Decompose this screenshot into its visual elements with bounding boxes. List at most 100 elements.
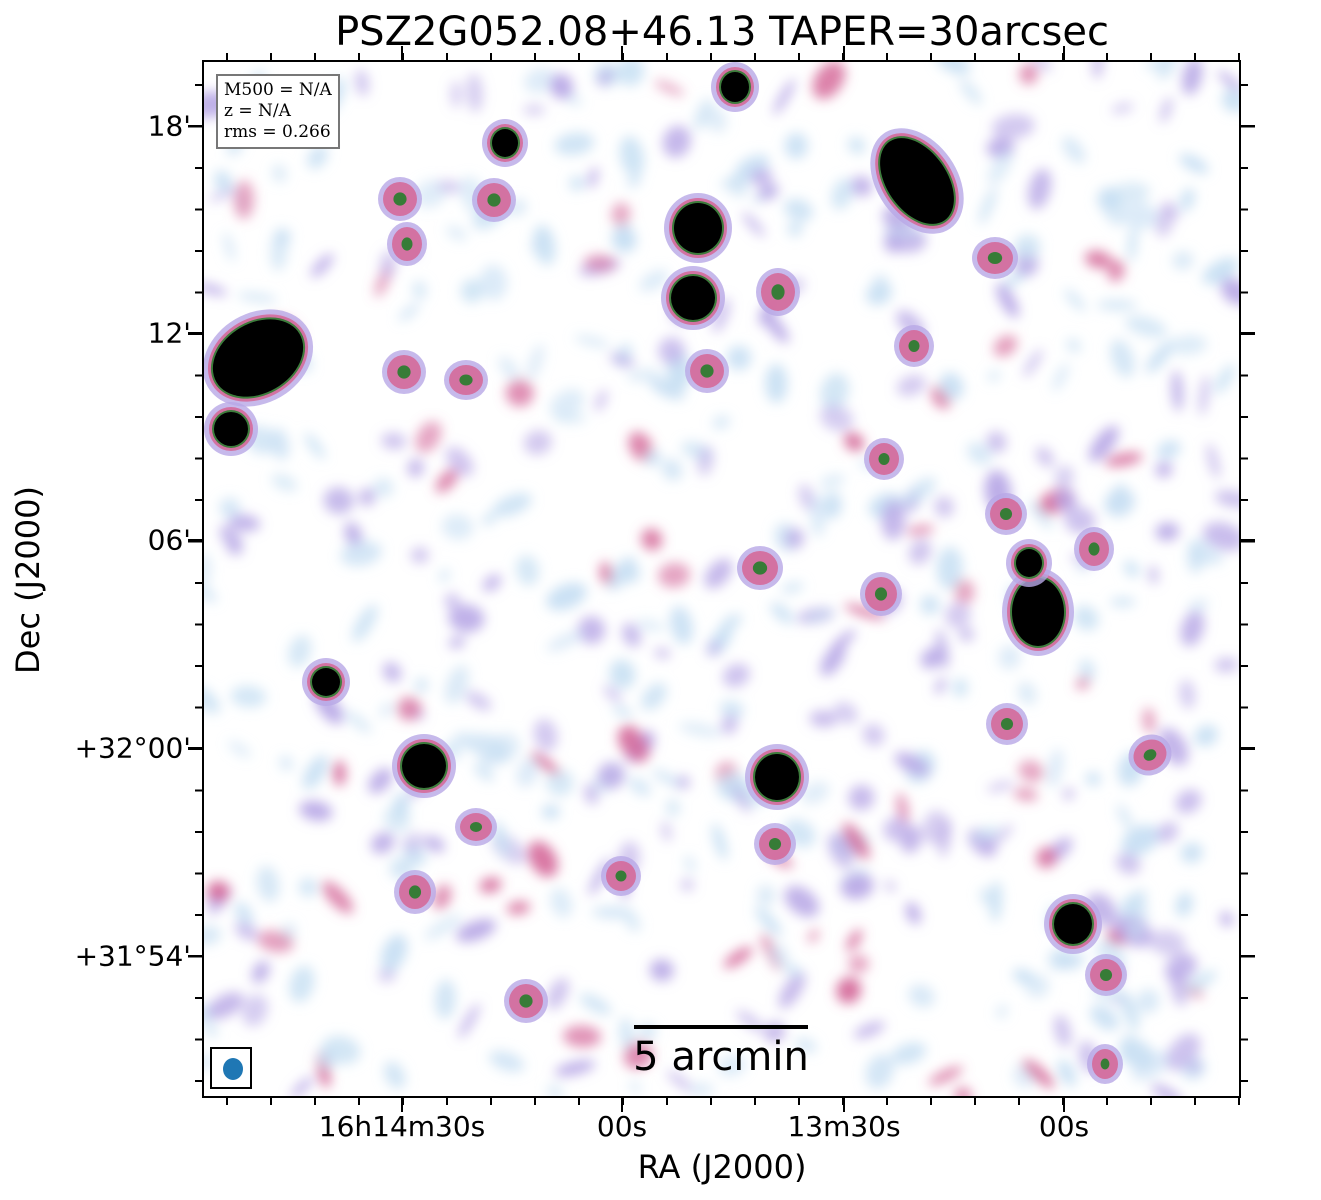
emission-blob xyxy=(1131,1050,1171,1081)
emission-blob xyxy=(1088,542,1100,556)
emission-blob xyxy=(853,1021,886,1039)
emission-blob xyxy=(644,450,662,467)
emission-blob xyxy=(850,175,873,197)
emission-blob xyxy=(474,762,495,782)
redshift-text: z = N/A xyxy=(224,101,291,121)
emission-blob xyxy=(784,132,808,160)
emission-blob xyxy=(355,69,369,97)
emission-blob xyxy=(769,943,789,968)
emission-blob xyxy=(639,269,669,292)
x-tick-label: 00s xyxy=(1038,1110,1090,1143)
scalebar-label: 5 arcmin xyxy=(633,1034,809,1080)
emission-blob xyxy=(619,1017,635,1053)
emission-blob xyxy=(288,635,312,668)
emission-blob xyxy=(358,488,376,507)
beam-indicator xyxy=(210,1047,252,1089)
emission-blob xyxy=(693,98,713,131)
emission-blob xyxy=(1171,370,1184,412)
emission-blob xyxy=(492,493,532,517)
y-tick-label: +32°00' xyxy=(74,731,191,765)
emission-blob xyxy=(1126,921,1144,938)
info-legend: M500 = N/A z = N/A rms = 0.266 xyxy=(216,74,340,149)
emission-blob xyxy=(986,431,1007,453)
emission-blob xyxy=(321,1035,361,1065)
emission-blob xyxy=(446,225,467,241)
emission-blob xyxy=(219,525,243,551)
emission-blob xyxy=(490,732,521,760)
emission-blob xyxy=(230,685,267,708)
emission-blob xyxy=(550,887,573,918)
emission-blob xyxy=(1179,679,1196,710)
emission-blob xyxy=(781,582,804,594)
emission-blob xyxy=(987,370,1001,382)
emission-blob xyxy=(523,430,552,455)
emission-blob xyxy=(880,138,954,224)
emission-blob xyxy=(986,781,1014,792)
emission-blob xyxy=(1027,168,1052,210)
emission-blob xyxy=(444,665,469,704)
emission-blob xyxy=(1145,62,1169,69)
emission-blob xyxy=(373,477,394,498)
emission-blob xyxy=(697,446,714,476)
emission-blob xyxy=(1107,259,1125,282)
emission-blob xyxy=(661,821,672,842)
emission-blob xyxy=(526,344,545,381)
emission-blob xyxy=(820,643,846,677)
emission-blob xyxy=(279,755,293,771)
emission-blob xyxy=(1166,1033,1201,1071)
emission-blob xyxy=(1012,968,1035,985)
emission-blob xyxy=(621,622,642,648)
emission-blob xyxy=(908,984,935,1008)
emission-blob xyxy=(597,69,613,87)
x-tick-label: 16h14m30s xyxy=(318,1110,486,1143)
y-tick-label: +31°54' xyxy=(74,939,191,973)
emission-blob xyxy=(619,135,645,177)
emission-blob xyxy=(878,452,890,466)
emission-blob xyxy=(223,232,235,262)
emission-blob xyxy=(493,821,510,857)
emission-blob xyxy=(846,929,863,952)
emission-blob xyxy=(546,977,570,1010)
emission-blob xyxy=(597,762,626,789)
emission-blob xyxy=(332,760,346,787)
scalebar-line xyxy=(634,1025,808,1029)
emission-blob xyxy=(831,639,845,654)
emission-blob xyxy=(719,613,742,633)
emission-blob xyxy=(722,663,750,688)
emission-blob xyxy=(251,960,270,984)
emission-blob xyxy=(381,432,407,450)
emission-blob xyxy=(1180,842,1203,863)
emission-blob xyxy=(833,701,858,724)
emission-blob xyxy=(435,979,456,1020)
emission-blob xyxy=(1198,374,1210,416)
emission-blob xyxy=(657,562,691,588)
emission-blob xyxy=(398,303,420,322)
emission-blob xyxy=(1064,289,1086,312)
emission-blob xyxy=(627,176,641,187)
emission-blob xyxy=(680,878,694,892)
emission-blob xyxy=(750,168,773,186)
emission-blob xyxy=(435,468,459,493)
emission-blob xyxy=(219,498,241,518)
x-axis-label: RA (J2000) xyxy=(637,1148,807,1186)
emission-blob xyxy=(865,1054,894,1089)
emission-blob xyxy=(205,1023,218,1037)
emission-blob xyxy=(448,604,485,633)
emission-blob xyxy=(506,901,531,915)
emission-blob xyxy=(1179,153,1209,174)
emission-blob xyxy=(628,777,652,797)
emission-blob xyxy=(721,72,749,102)
emission-blob xyxy=(719,171,761,187)
emission-blob xyxy=(1031,62,1052,72)
emission-blob xyxy=(453,732,464,748)
emission-blob xyxy=(1023,349,1043,378)
emission-blob xyxy=(1063,506,1096,535)
emission-blob xyxy=(896,374,927,397)
emission-blob xyxy=(1220,278,1239,306)
emission-blob xyxy=(804,609,834,622)
rms-text: rms = 0.266 xyxy=(224,122,331,142)
emission-blob xyxy=(1143,749,1157,761)
emission-blob xyxy=(1054,488,1077,512)
emission-blob xyxy=(1035,446,1055,468)
